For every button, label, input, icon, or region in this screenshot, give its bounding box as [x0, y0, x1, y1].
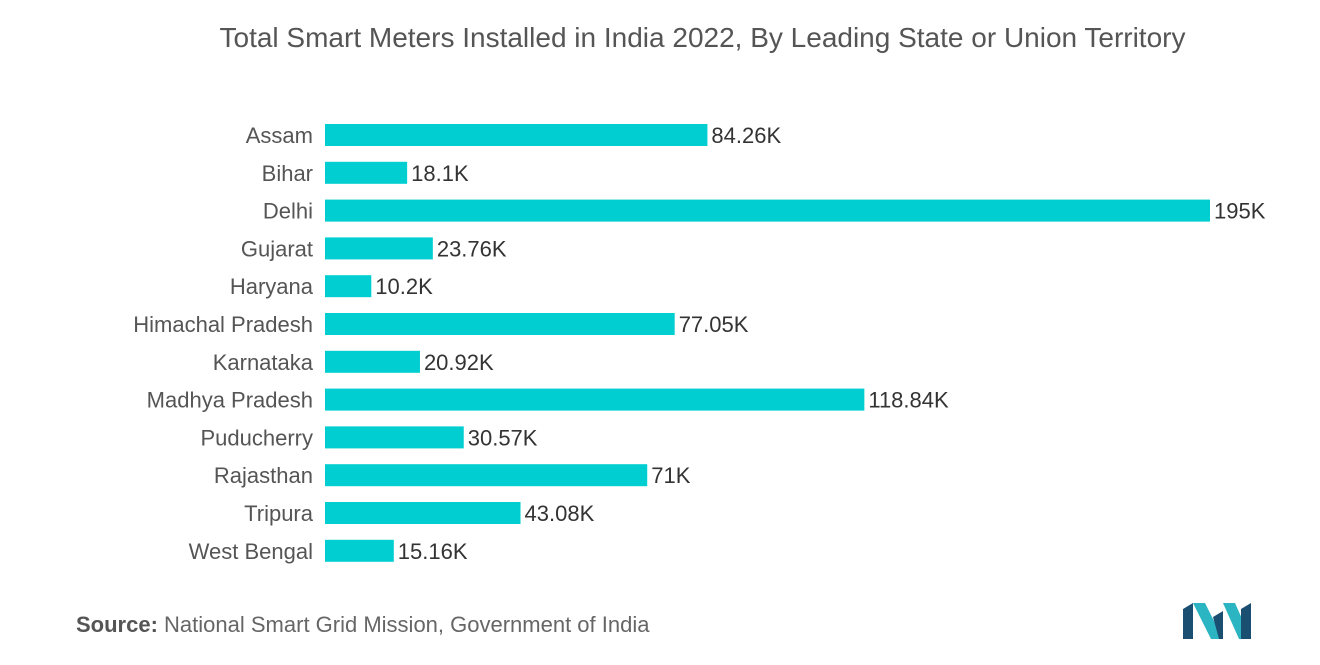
logo-middle-stroke: [1213, 611, 1223, 639]
bar-assam: [325, 124, 708, 146]
value-label-tripura: 43.08K: [525, 501, 595, 526]
value-label-haryana: 10.2K: [375, 274, 433, 299]
category-label-assam: Assam: [246, 123, 313, 148]
bar-rajasthan: [325, 464, 648, 487]
bars-layer: Assam 84.26K Bihar 18.1K Delhi 195K Gujarat 23.…: [133, 123, 1265, 564]
bar-bihar: [325, 161, 408, 184]
bar-gujarat: [325, 237, 433, 260]
category-label-tripura: Tripura: [244, 501, 314, 526]
source-text: National Smart Grid Mission, Government …: [164, 612, 650, 637]
bar-madhya-pradesh: [325, 388, 865, 411]
category-label-delhi: Delhi: [263, 199, 313, 224]
bar-west-bengal: [325, 539, 394, 562]
category-label-haryana: Haryana: [230, 274, 314, 299]
bar-karnataka: [325, 350, 420, 373]
value-label-puducherry: 30.57K: [468, 425, 538, 450]
category-label-gujarat: Gujarat: [241, 236, 313, 261]
category-label-rajasthan: Rajasthan: [214, 463, 313, 488]
value-label-madhya-pradesh: 118.84K: [868, 388, 949, 413]
bar-chart: Assam 84.26K Bihar 18.1K Delhi 195K Gujarat 23.…: [133, 123, 1265, 564]
bar-tripura: [325, 502, 521, 524]
value-label-gujarat: 23.76K: [437, 236, 507, 261]
category-label-himachal-pradesh: Himachal Pradesh: [133, 312, 313, 337]
bar-haryana: [325, 275, 372, 298]
source-label: Source:: [76, 612, 158, 637]
value-label-west-bengal: 15.16K: [398, 539, 468, 564]
category-label-bihar: Bihar: [262, 161, 313, 186]
value-label-himachal-pradesh: 77.05K: [679, 312, 749, 337]
value-label-rajasthan: 71K: [651, 463, 690, 488]
chart-title: Total Smart Meters Installed in India 20…: [219, 22, 1186, 53]
value-label-delhi: 195K: [1214, 199, 1266, 224]
logo-left-diagonal: [1193, 603, 1223, 639]
logo-right-stroke: [1241, 603, 1251, 639]
category-label-puducherry: Puducherry: [200, 425, 313, 450]
logo-left-stroke: [1183, 603, 1193, 639]
bar-delhi: [325, 199, 1210, 222]
category-label-madhya-pradesh: Madhya Pradesh: [147, 388, 313, 413]
value-label-karnataka: 20.92K: [424, 350, 494, 375]
category-label-west-bengal: West Bengal: [189, 539, 313, 564]
value-label-assam: 84.26K: [711, 123, 781, 148]
bar-puducherry: [325, 426, 464, 449]
source-note: Source: National Smart Grid Mission, Gov…: [76, 612, 649, 638]
value-label-bihar: 18.1K: [411, 161, 469, 186]
mordor-intelligence-logo-icon: [1183, 603, 1251, 639]
bar-himachal-pradesh: [325, 313, 675, 335]
category-label-karnataka: Karnataka: [213, 350, 314, 375]
